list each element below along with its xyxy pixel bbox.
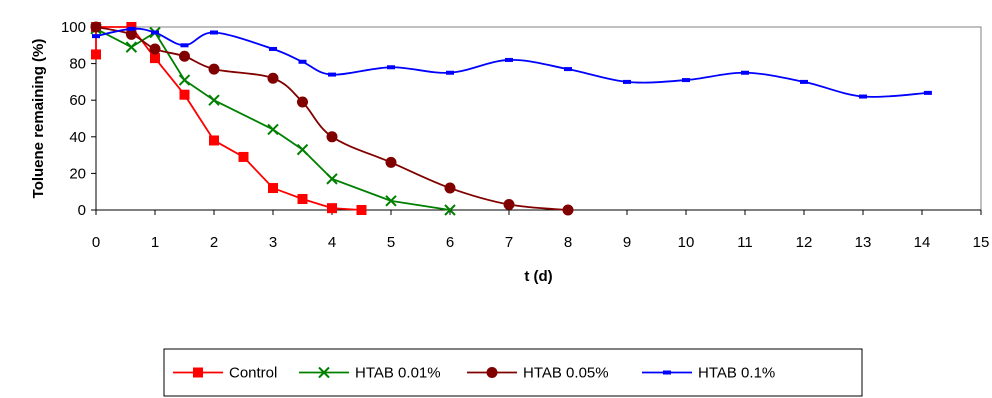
x-tick-label: 12 <box>796 234 813 251</box>
y-tick-label: 40 <box>69 129 86 146</box>
data-point <box>179 50 190 62</box>
data-point <box>446 70 454 75</box>
data-point <box>210 30 218 35</box>
y-tick-label: 0 <box>78 202 86 219</box>
data-point <box>269 46 277 51</box>
data-point <box>385 195 397 207</box>
x-tick-label: 4 <box>328 234 336 251</box>
data-point <box>298 59 307 64</box>
data-point <box>356 205 367 215</box>
data-point <box>92 34 100 39</box>
legend-label: HTAB 0.05% <box>523 365 609 382</box>
legend-marker <box>663 370 671 375</box>
data-point <box>180 43 189 48</box>
data-point <box>326 131 338 143</box>
data-point <box>923 90 932 95</box>
data-point <box>296 143 309 156</box>
x-tick-label: 14 <box>914 234 931 251</box>
data-point <box>682 78 690 83</box>
data-point <box>327 203 337 214</box>
series-group <box>90 21 932 216</box>
data-point <box>208 94 220 106</box>
y-tick-label: 60 <box>69 92 86 109</box>
x-tick-label: 5 <box>387 234 395 251</box>
data-point <box>208 63 220 75</box>
data-point <box>267 123 279 136</box>
x-tick-label: 1 <box>151 234 159 251</box>
plot-area <box>95 26 982 211</box>
legend-item: HTAB 0.1% <box>642 365 775 382</box>
data-point <box>209 135 219 146</box>
data-point <box>150 53 160 64</box>
x-tick-label: 7 <box>505 234 513 251</box>
x-tick-label: 2 <box>210 234 218 251</box>
x-tick-label: 11 <box>737 234 753 251</box>
legend-marker <box>318 366 330 379</box>
x-tick-label: 10 <box>678 234 695 251</box>
data-point <box>562 204 574 216</box>
data-point <box>297 96 308 108</box>
data-point <box>297 194 308 205</box>
data-point <box>127 26 136 31</box>
y-tick-label: 100 <box>61 19 86 36</box>
data-point <box>326 173 338 185</box>
data-point <box>444 182 456 194</box>
data-point <box>268 183 278 194</box>
legend-marker <box>486 367 498 378</box>
series-3 <box>90 21 574 216</box>
legend-item: HTAB 0.01% <box>299 365 441 382</box>
data-point <box>149 43 161 55</box>
data-point <box>125 41 138 53</box>
data-point <box>800 79 808 84</box>
x-tick-label: 8 <box>564 234 572 251</box>
x-tick-label: 15 <box>973 234 990 251</box>
legend-label: Control <box>229 365 277 382</box>
x-axis-title: t (d) <box>524 268 552 285</box>
legend-label: HTAB 0.1% <box>698 365 775 382</box>
series-4 <box>92 26 932 99</box>
data-point <box>151 30 159 35</box>
x-tick-label: 0 <box>92 234 100 251</box>
x-tick-label: 13 <box>855 234 872 251</box>
data-point <box>238 151 249 162</box>
x-tick-label: 3 <box>269 234 277 251</box>
legend-item: HTAB 0.05% <box>467 365 609 382</box>
data-point <box>328 72 336 77</box>
data-point <box>741 70 749 75</box>
data-point <box>267 72 279 84</box>
y-tick-label: 80 <box>69 56 86 73</box>
data-point <box>444 204 456 216</box>
data-point <box>859 94 867 99</box>
data-point <box>90 21 102 33</box>
data-point <box>125 28 137 40</box>
x-tick-label: 6 <box>446 234 454 251</box>
legend-label: HTAB 0.01% <box>355 365 441 382</box>
data-point <box>387 65 395 70</box>
legend-item: Control <box>173 365 277 382</box>
x-tick-label: 9 <box>623 234 631 251</box>
data-point <box>564 67 572 72</box>
y-tick-label: 20 <box>69 165 86 182</box>
data-point <box>623 79 631 84</box>
data-point <box>91 49 101 60</box>
data-point <box>505 57 513 62</box>
series-line <box>95 28 451 211</box>
legend: Control HTAB 0.01% HTAB 0.05% HTAB 0.1% <box>163 348 863 397</box>
data-point <box>178 74 191 86</box>
data-point <box>179 89 190 100</box>
data-point <box>385 156 397 168</box>
data-point <box>503 199 515 211</box>
legend-marker <box>193 367 203 378</box>
y-axis-title: Toluene remaining (%) <box>30 39 47 199</box>
